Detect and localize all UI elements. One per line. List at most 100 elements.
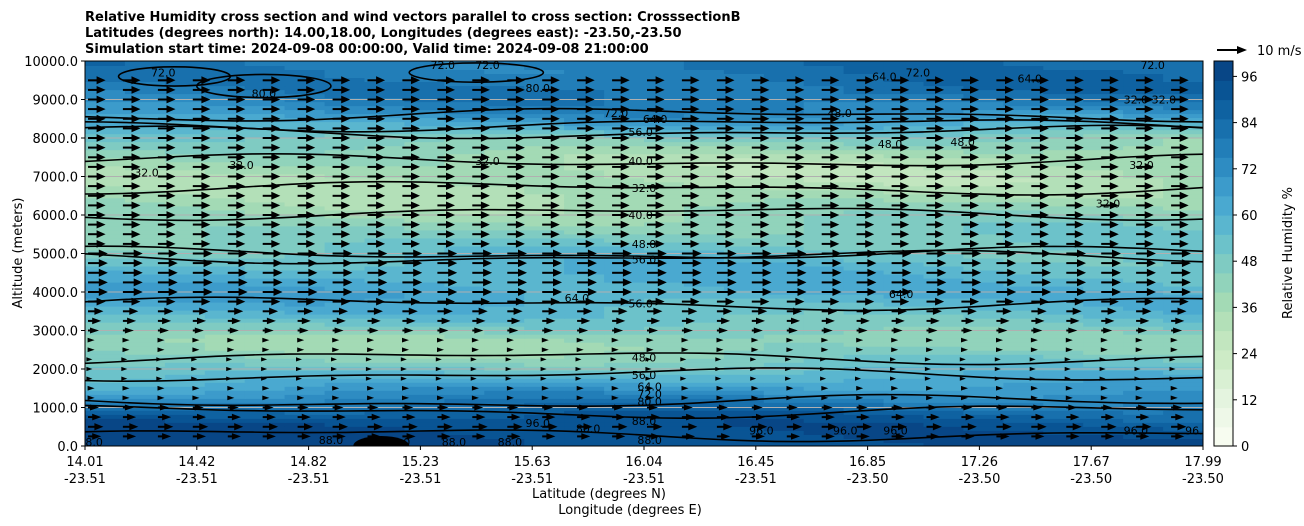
rh-fill-cell bbox=[1043, 145, 1085, 151]
rh-fill-cell bbox=[284, 225, 326, 231]
rh-fill-cell bbox=[1083, 93, 1125, 99]
rh-fill-cell bbox=[963, 425, 1005, 431]
wind-vector-arrow bbox=[542, 182, 560, 190]
rh-fill-cell bbox=[444, 93, 486, 99]
rh-fill-cell bbox=[284, 217, 326, 223]
rh-fill-cell bbox=[444, 430, 486, 435]
rh-fill-cell bbox=[244, 421, 286, 427]
rh-fill-cell bbox=[1123, 141, 1164, 147]
rh-fill-cell bbox=[803, 225, 845, 231]
wind-vector-arrow bbox=[821, 230, 840, 239]
wind-vector-arrow bbox=[507, 220, 525, 229]
wind-vector-arrow bbox=[1031, 95, 1049, 104]
wind-vector-arrow bbox=[820, 376, 827, 381]
wind-vector-arrow bbox=[437, 76, 455, 85]
colorbar-segment bbox=[1214, 118, 1233, 139]
wind-vector-arrow bbox=[122, 211, 141, 219]
wind-vector-arrow bbox=[751, 347, 759, 353]
wind-vector-arrow bbox=[751, 182, 770, 190]
wind-vector-arrow bbox=[716, 413, 731, 421]
wind-vector-arrow bbox=[785, 357, 792, 362]
rh-fill-cell bbox=[1003, 305, 1045, 311]
rh-fill-cell bbox=[364, 329, 406, 335]
wind-vector-arrow bbox=[996, 163, 1014, 171]
wind-vector-arrow bbox=[262, 327, 274, 334]
rh-fill-cell bbox=[364, 413, 406, 419]
wind-vector-arrow bbox=[1136, 268, 1156, 277]
wind-vector-arrow bbox=[996, 395, 1003, 401]
rh-fill-cell bbox=[1043, 361, 1085, 367]
wind-vector-arrow bbox=[402, 163, 420, 171]
rh-fill-cell bbox=[604, 373, 645, 379]
wind-vector-arrow bbox=[472, 76, 490, 85]
wind-vector-arrow bbox=[716, 211, 735, 219]
rh-fill-cell bbox=[1003, 133, 1045, 139]
rh-fill-cell bbox=[683, 241, 725, 247]
rh-fill-cell bbox=[883, 109, 925, 115]
rh-fill-cell bbox=[1043, 257, 1085, 263]
wind-vector-arrow bbox=[994, 376, 1001, 381]
rh-fill-cell bbox=[604, 401, 645, 407]
wind-vector-arrow bbox=[472, 259, 493, 268]
rh-fill-cell bbox=[923, 430, 965, 435]
rh-fill-cell bbox=[803, 81, 845, 87]
wind-vector-arrow bbox=[821, 201, 840, 210]
rh-fill-cell bbox=[404, 430, 446, 435]
rh-fill-cell bbox=[244, 245, 286, 251]
wind-vector-arrow bbox=[751, 297, 770, 306]
rh-fill-cell bbox=[843, 185, 885, 191]
rh-fill-cell bbox=[324, 385, 366, 391]
y-axis-label: Altitude (meters) bbox=[11, 198, 26, 309]
rh-fill-cell bbox=[1043, 389, 1085, 395]
wind-vector-arrow bbox=[540, 376, 547, 381]
rh-fill-cell bbox=[204, 213, 246, 219]
rh-fill-cell bbox=[404, 109, 446, 115]
rh-fill-cell bbox=[364, 177, 406, 183]
colorbar-segment bbox=[1214, 176, 1233, 197]
wind-vector-arrow bbox=[716, 124, 735, 133]
wind-vector-arrow bbox=[681, 230, 700, 239]
wind-vector-arrow bbox=[402, 395, 409, 401]
contour-label: 56.0 bbox=[632, 369, 657, 382]
rh-fill-cell bbox=[1043, 65, 1085, 70]
wind-vector-arrow bbox=[821, 153, 840, 162]
rh-fill-cell bbox=[1003, 425, 1045, 431]
wind-vector-arrow bbox=[262, 317, 276, 325]
rh-fill-cell bbox=[444, 217, 486, 223]
wind-vector-arrow bbox=[1101, 297, 1119, 306]
wind-vector-arrow bbox=[1066, 114, 1084, 123]
rh-fill-cell bbox=[85, 325, 126, 331]
rh-fill-cell bbox=[723, 153, 765, 159]
wind-vector-arrow bbox=[122, 278, 143, 287]
rh-fill-cell bbox=[763, 257, 805, 263]
rh-fill-cell bbox=[763, 177, 805, 183]
colorbar-segment bbox=[1214, 292, 1233, 312]
rh-fill-cell bbox=[324, 377, 366, 383]
rh-fill-cell bbox=[1003, 221, 1045, 227]
rh-fill-cell bbox=[1083, 157, 1125, 163]
wind-vector-arrow bbox=[506, 385, 514, 391]
rh-fill-cell bbox=[404, 421, 446, 427]
wind-vector-arrow bbox=[821, 220, 840, 229]
rh-fill-cell bbox=[763, 101, 805, 107]
rh-fill-cell bbox=[85, 205, 126, 211]
rh-fill-cell bbox=[484, 89, 526, 95]
rh-fill-cell bbox=[803, 249, 845, 255]
rh-fill-cell bbox=[723, 273, 765, 279]
rh-fill-cell bbox=[963, 189, 1005, 195]
rh-fill-cell bbox=[1123, 397, 1164, 403]
rh-fill-cell bbox=[963, 430, 1005, 435]
wind-vector-arrow bbox=[122, 134, 141, 142]
wind-vector-arrow bbox=[996, 347, 1003, 353]
rh-fill-cell bbox=[843, 273, 885, 279]
wind-vector-arrow bbox=[542, 249, 562, 258]
rh-fill-cell bbox=[883, 337, 925, 343]
rh-fill-cell bbox=[723, 125, 765, 131]
rh-fill-cell bbox=[524, 101, 566, 107]
wind-vector-arrow bbox=[157, 337, 165, 343]
wind-vector-arrow bbox=[576, 395, 584, 401]
rh-fill-cell bbox=[883, 425, 925, 431]
rh-fill-cell bbox=[164, 361, 206, 367]
rh-fill-cell bbox=[683, 377, 725, 383]
rh-fill-cell bbox=[683, 438, 725, 443]
